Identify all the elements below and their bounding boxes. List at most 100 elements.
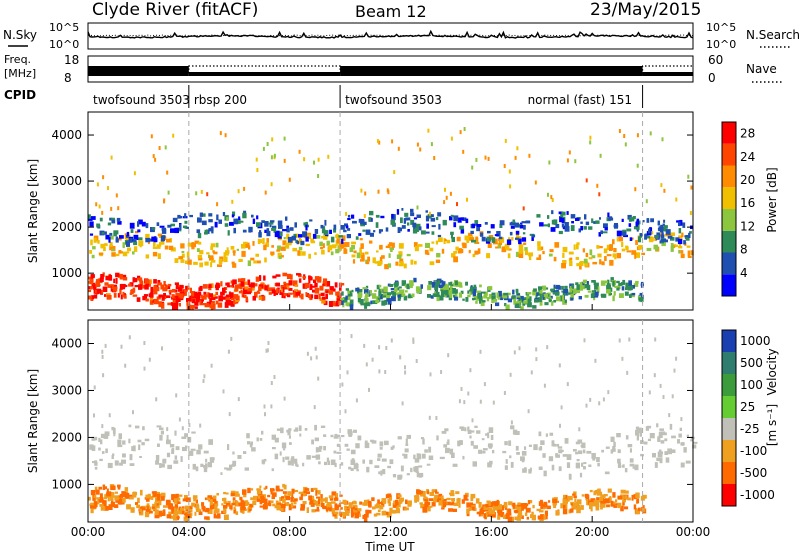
echo-cell (145, 254, 150, 259)
echo-cell (613, 291, 616, 296)
echo-cell (448, 282, 452, 286)
echo-cell (202, 284, 208, 289)
echo-cell (533, 444, 538, 451)
echo-cell (103, 246, 106, 252)
echo-cell (618, 236, 623, 242)
echo-cell (462, 298, 465, 301)
echo-cell (378, 471, 381, 475)
echo-cell (588, 464, 592, 467)
echo-cell (416, 226, 419, 232)
echo-cell (375, 299, 380, 304)
echo-cell (194, 306, 198, 309)
echo-cell (410, 259, 414, 265)
echo-cell (514, 222, 519, 228)
echo-cell (610, 500, 614, 507)
echo-cell (416, 471, 419, 478)
echo-cell (621, 248, 626, 252)
echo-cell (363, 516, 368, 523)
echo-cell (198, 511, 203, 515)
echo-cell (432, 293, 438, 297)
echo-cell (327, 154, 330, 159)
echo-cell (573, 449, 577, 452)
echo-cell (585, 494, 589, 499)
echo-cell (373, 230, 376, 233)
echo-cell (235, 493, 240, 497)
echo-cell (272, 447, 276, 450)
echo-cell (320, 498, 326, 502)
echo-cell (322, 505, 328, 510)
echo-cell (648, 228, 651, 234)
echo-cell (149, 292, 154, 298)
echo-cell (470, 496, 474, 500)
echo-cell (592, 261, 597, 265)
echo-cell (487, 462, 492, 468)
echo-cell (337, 291, 341, 296)
echo-cell (581, 442, 586, 449)
echo-cell (538, 447, 543, 451)
echo-cell (223, 497, 227, 504)
power-colorbar-tick: 24 (740, 150, 755, 164)
echo-cell (604, 471, 610, 475)
echo-cell (283, 158, 286, 163)
echo-cell (286, 293, 291, 298)
echo-cell (566, 382, 569, 387)
echo-cell (521, 237, 527, 242)
echo-cell (242, 212, 247, 219)
echo-cell (100, 439, 103, 445)
echo-cell (398, 243, 404, 249)
echo-cell (165, 295, 171, 298)
echo-cell (437, 212, 442, 217)
echo-cell (280, 427, 284, 434)
echo-cell (632, 466, 636, 469)
echo-cell (450, 214, 454, 218)
echo-cell (636, 133, 639, 138)
echo-cell (187, 259, 192, 265)
echo-cell (88, 276, 92, 280)
echo-cell (584, 294, 589, 298)
echo-cell (458, 292, 463, 298)
echo-cell (167, 286, 171, 289)
echo-cell (475, 301, 478, 304)
echo-cell (388, 501, 391, 507)
echo-cell (470, 440, 474, 446)
echo-cell (222, 389, 225, 394)
echo-cell (340, 225, 345, 230)
echo-cell (285, 456, 290, 460)
echo-cell (342, 511, 346, 516)
echo-cell (294, 284, 299, 287)
echo-cell (462, 455, 465, 460)
echo-cell (646, 218, 650, 223)
echo-cell (270, 490, 273, 495)
echo-cell (399, 355, 402, 360)
echo-cell (232, 211, 236, 216)
echo-cell (509, 222, 515, 226)
echo-cell (677, 439, 680, 444)
echo-cell (242, 281, 248, 286)
echo-cell (635, 429, 640, 436)
echo-cell (658, 451, 663, 455)
echo-cell (468, 232, 473, 237)
echo-cell (259, 438, 263, 441)
echo-cell (165, 499, 171, 506)
echo-cell (122, 277, 128, 281)
echo-cell (114, 495, 119, 501)
echo-cell (524, 247, 528, 251)
echo-cell (264, 257, 267, 263)
echo-cell (390, 338, 393, 343)
echo-cell (296, 240, 299, 245)
echo-cell (313, 405, 316, 410)
echo-cell (474, 241, 480, 244)
echo-cell (387, 493, 392, 498)
echo-cell (570, 293, 574, 300)
echo-cell (574, 159, 577, 164)
echo-cell (569, 473, 572, 480)
echo-cell (329, 229, 332, 234)
echo-cell (90, 502, 95, 506)
echo-cell (505, 304, 510, 310)
echo-cell (522, 468, 527, 473)
echo-cell (450, 289, 453, 294)
echo-cell (452, 463, 458, 467)
echo-cell (198, 257, 203, 261)
echo-cell (330, 459, 336, 466)
echo-cell (96, 497, 101, 500)
